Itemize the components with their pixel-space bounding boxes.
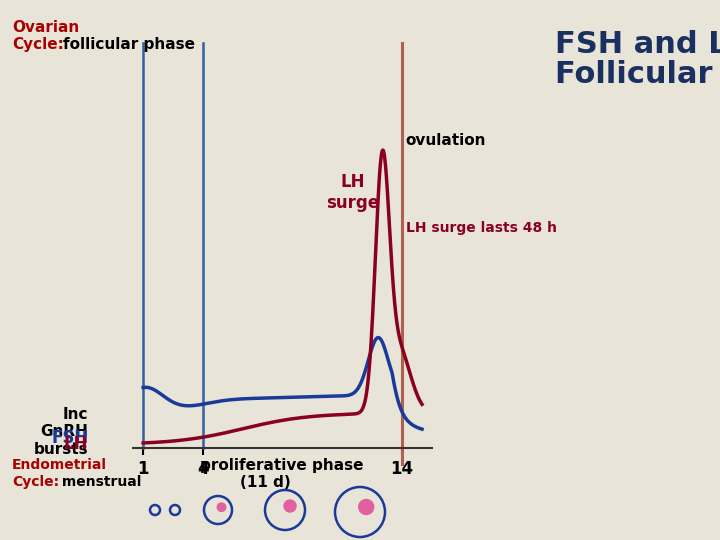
Circle shape — [359, 500, 374, 515]
Text: Inc
GnRH
bursts: Inc GnRH bursts — [34, 407, 89, 457]
Text: LH surge lasts 48 h: LH surge lasts 48 h — [406, 221, 557, 235]
Text: follicular phase: follicular phase — [63, 37, 195, 52]
Text: menstrual: menstrual — [57, 475, 141, 489]
Text: LH: LH — [64, 435, 89, 453]
Text: Endometrial: Endometrial — [12, 458, 107, 472]
Text: Cycle:: Cycle: — [12, 475, 59, 489]
Text: FSH: FSH — [51, 429, 89, 447]
Text: Cycle:: Cycle: — [12, 37, 64, 52]
Text: LH
surge: LH surge — [325, 173, 379, 212]
Circle shape — [284, 500, 296, 512]
Text: (11 d): (11 d) — [240, 475, 291, 490]
Text: Follicular phase: Follicular phase — [555, 60, 720, 89]
Text: ovulation: ovulation — [405, 133, 485, 148]
Text: FSH and LH in the: FSH and LH in the — [555, 30, 720, 59]
Circle shape — [217, 503, 225, 511]
Text: proliferative phase: proliferative phase — [200, 458, 364, 473]
Text: Ovarian: Ovarian — [12, 20, 79, 35]
